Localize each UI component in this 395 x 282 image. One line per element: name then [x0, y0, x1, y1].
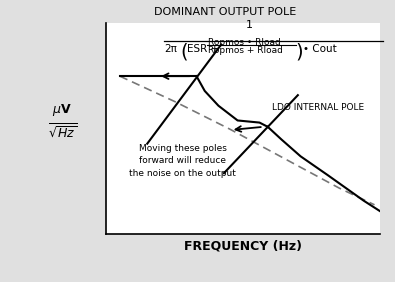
Text: DOMINANT OUTPUT POLE: DOMINANT OUTPUT POLE	[154, 7, 296, 17]
Text: ESR +: ESR +	[187, 44, 219, 54]
Text: $\mu$V: $\mu$V	[53, 102, 72, 118]
Text: Moving these poles
forward will reduce
the noise on the output: Moving these poles forward will reduce t…	[130, 144, 236, 178]
Text: ): )	[295, 42, 303, 61]
Text: 2π: 2π	[164, 44, 177, 54]
Text: $\overline{\sqrt{Hz}}$: $\overline{\sqrt{Hz}}$	[48, 123, 77, 140]
Text: Ropmos • Rload: Ropmos • Rload	[208, 38, 281, 47]
X-axis label: FREQUENCY (Hz): FREQUENCY (Hz)	[184, 240, 302, 253]
Text: (: (	[180, 42, 188, 61]
Text: • Cout: • Cout	[303, 44, 336, 54]
Text: LDO INTERNAL POLE: LDO INTERNAL POLE	[272, 103, 364, 112]
Text: Ropmos + Rload: Ropmos + Rload	[208, 46, 283, 55]
Text: 1: 1	[245, 20, 252, 30]
